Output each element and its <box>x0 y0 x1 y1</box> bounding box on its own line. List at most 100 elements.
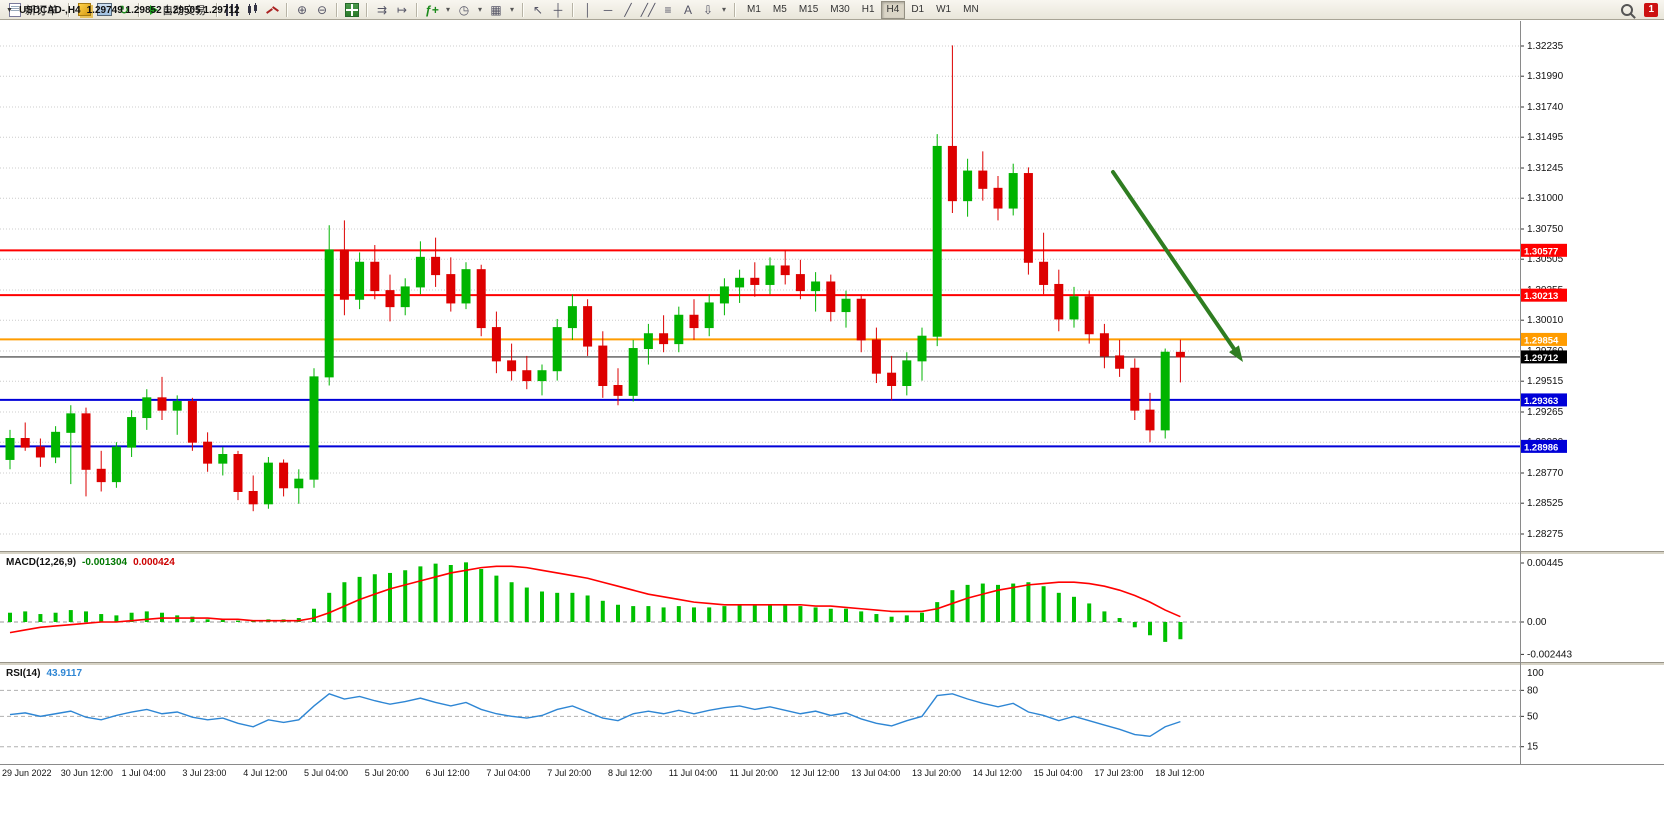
cursor-icon[interactable]: ↖ <box>532 2 544 17</box>
horizontal-line-icon[interactable]: ─ <box>603 2 613 17</box>
price-tick-label: 1.30750 <box>1527 224 1564 235</box>
timeframe-button-H4[interactable]: H4 <box>880 0 906 19</box>
trend-arrow-shaft[interactable] <box>1111 170 1236 351</box>
price-tick-label: 1.32235 <box>1527 41 1564 52</box>
new-order-label: 新订单 <box>25 4 58 17</box>
templates-icon[interactable]: ▦ <box>490 2 502 17</box>
arrows-tool-icon[interactable]: ⇩ <box>702 2 714 17</box>
equidistant-channel-icon[interactable]: ╱╱ <box>640 2 656 17</box>
timeframe-button-W1[interactable]: W1 <box>936 3 952 15</box>
candle-body <box>1099 333 1109 357</box>
chart-stack-icon[interactable] <box>75 2 93 18</box>
new-chart-glyph <box>96 3 112 16</box>
time-tick-label: 1 Jul 04:00 <box>121 768 166 778</box>
candle-body <box>279 462 289 489</box>
crosshair-icon[interactable]: ┼ <box>553 2 563 17</box>
timeframe-button-H1[interactable]: H1 <box>861 3 875 15</box>
candle-body <box>689 314 699 329</box>
toolbar-separator <box>572 2 574 17</box>
auto-scroll-icon[interactable]: ⇉ <box>376 2 388 17</box>
trend-arrow-annotation[interactable] <box>1111 170 1243 362</box>
templates-dropdown-icon[interactable]: ▾ <box>509 4 514 14</box>
rsi-axis-label: 15 <box>1527 742 1539 753</box>
bar-chart-icon[interactable] <box>223 2 241 18</box>
tile-windows-icon[interactable] <box>343 2 361 18</box>
timeframe-button-M5[interactable]: M5 <box>772 3 787 15</box>
candlestick-chart-glyph <box>245 3 259 16</box>
auto-trading-label: 自动交易 <box>162 4 206 17</box>
chart-shift-icon[interactable]: ↦ <box>396 2 408 17</box>
symbol-title: USDCAD-,H4 <box>18 5 81 16</box>
chevron-down-icon[interactable]: ▼ <box>6 7 13 14</box>
macd-axis-label: -0.002443 <box>1527 649 1572 660</box>
macd-signal-value: 0.000424 <box>133 557 175 568</box>
new-order-button[interactable]: 新订单 <box>4 1 63 19</box>
vertical-line-icon[interactable]: │ <box>584 2 592 17</box>
rsi-pane[interactable]: 80 50 15 100 <box>0 665 1664 764</box>
timeframe-button-M1[interactable]: M1 <box>747 3 761 15</box>
timeframe-button-MN[interactable]: MN <box>963 3 979 15</box>
toolbar-separator <box>286 2 288 17</box>
candle-body <box>233 454 243 492</box>
indicators-icon[interactable]: ƒ+ <box>425 2 439 17</box>
main-chart-pane[interactable]: 1.32235 1.31990 1.31740 1.31495 1.31245 1.310… <box>0 21 1664 551</box>
time-tick-label: 7 Jul 04:00 <box>486 768 531 778</box>
rsi-axis-label: 100 <box>1527 668 1544 679</box>
price-line-label: 1.28986 <box>1524 442 1558 453</box>
macd-label: MACD(12,26,9) -0.001304 0.000424 <box>6 557 175 568</box>
trendline-icon[interactable]: ╱ <box>624 2 632 17</box>
candle-body <box>871 339 881 374</box>
periods-dropdown-icon[interactable]: ▾ <box>477 4 482 14</box>
main-chart-canvas[interactable]: 1.32235 1.31990 1.31740 1.31495 1.31245 1.310… <box>0 21 1664 551</box>
candle-body <box>750 277 760 285</box>
auto-trading-play-icon <box>150 4 158 15</box>
timeframe-button-M30[interactable]: M30 <box>830 3 850 15</box>
line-chart-icon[interactable] <box>263 2 281 18</box>
candle-body <box>841 298 851 313</box>
trend-arrow-head[interactable] <box>1229 345 1243 362</box>
macd-title: MACD(12,26,9) <box>6 557 77 568</box>
candle-body <box>963 170 973 202</box>
price-tick-label: 1.28770 <box>1527 468 1564 479</box>
indicators-dropdown-icon[interactable]: ▾ <box>445 4 450 14</box>
candle-body <box>248 490 258 505</box>
macd-pane[interactable]: 0.00445 0.00 -0.002443 <box>0 554 1664 662</box>
candle-body <box>339 249 349 300</box>
timeframe-button-M15[interactable]: M15 <box>798 3 819 15</box>
candle-body <box>51 431 61 458</box>
candle-body <box>765 265 775 285</box>
zoom-out-icon[interactable]: ⊖ <box>316 2 328 17</box>
candle-body <box>1054 283 1064 320</box>
new-order-icon <box>9 2 21 17</box>
time-tick-label: 8 Jul 12:00 <box>608 768 653 778</box>
toolbar-right-group: 1 <box>1618 2 1660 18</box>
rsi-axis-label: 80 <box>1527 685 1539 696</box>
candle-body <box>917 335 927 362</box>
text-tool-icon[interactable]: A <box>683 2 692 17</box>
timeframe-button-D1[interactable]: D1 <box>911 3 925 15</box>
candle-body <box>643 333 653 350</box>
candle-body <box>1175 351 1185 358</box>
candlestick-chart-icon[interactable] <box>243 2 261 18</box>
candle-body <box>324 249 334 378</box>
notification-badge[interactable]: 1 <box>1644 2 1658 17</box>
candle-body <box>157 397 167 411</box>
new-chart-icon[interactable] <box>95 2 113 18</box>
candle-body <box>172 401 182 411</box>
candle-body <box>735 277 745 288</box>
search-icon[interactable] <box>1618 2 1636 18</box>
objects-dropdown-icon[interactable]: ▾ <box>721 4 726 14</box>
time-axis[interactable]: 29 Jun 2022 30 Jun 12:00 1 Jul 04:00 3 Jul … <box>0 764 1664 783</box>
candle-body <box>1008 173 1018 209</box>
time-tick-label: 15 Jul 04:00 <box>1033 768 1083 778</box>
macd-canvas[interactable]: 0.00445 0.00 -0.002443 <box>0 554 1664 662</box>
rsi-canvas[interactable]: 80 50 15 100 <box>0 665 1664 764</box>
candle-body <box>932 145 942 337</box>
fibonacci-icon[interactable]: ≡ <box>664 2 672 17</box>
zoom-in-icon[interactable]: ⊕ <box>296 2 308 17</box>
refresh-icon[interactable]: ↻ <box>118 2 130 17</box>
candle-body <box>446 274 456 304</box>
auto-trading-button[interactable]: 自动交易 <box>145 1 211 19</box>
periods-icon[interactable]: ◷ <box>458 2 470 17</box>
time-tick-label: 7 Jul 20:00 <box>547 768 592 778</box>
